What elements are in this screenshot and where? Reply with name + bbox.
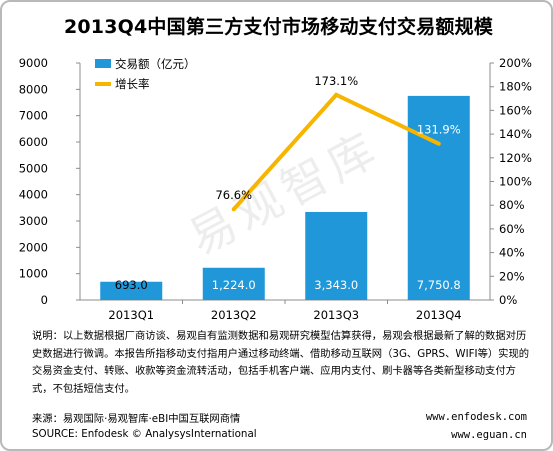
y-right-tick-label: 60%	[499, 222, 525, 236]
growth-rate-point	[436, 141, 441, 146]
y-right-tick-label: 140%	[499, 127, 532, 141]
y-right-tick-label: 40%	[499, 246, 525, 260]
bar-2013Q1	[100, 281, 163, 300]
legend-bar-swatch	[95, 59, 111, 68]
bar-2013Q4	[407, 95, 470, 300]
bar-2013Q2	[202, 267, 265, 300]
y-right-tick-label: 200%	[499, 56, 532, 70]
y-right-tick-label: 20%	[499, 269, 525, 283]
growth-rate-point	[231, 207, 236, 212]
y-left-tick-label: 6000	[19, 135, 48, 149]
growth-rate-label: 173.1%	[314, 74, 358, 88]
website-eguan: www.eguan.cn	[451, 429, 527, 441]
y-left-tick-label: 8000	[19, 82, 48, 96]
growth-rate-label: 131.9%	[417, 123, 461, 137]
bar-value-label: 3,343.0	[314, 278, 358, 292]
y-right-tick-label: 160%	[499, 103, 532, 117]
y-left-tick-label: 0	[41, 293, 48, 307]
y-left-tick-label: 9000	[19, 56, 48, 70]
source-english: SOURCE: Enfodesk © AnalysysInternational	[32, 428, 257, 440]
y-left-tick-label: 3000	[19, 214, 48, 228]
legend-bar-label: 交易额（亿元）	[115, 57, 196, 71]
bar-2013Q3	[305, 211, 368, 300]
y-left-tick-label: 1000	[19, 267, 48, 281]
y-left-tick-label: 5000	[19, 161, 48, 175]
y-left-tick-label: 7000	[19, 109, 48, 123]
y-left-tick-label: 4000	[19, 188, 48, 202]
growth-rate-point	[334, 92, 339, 97]
bar-value-label: 7,750.8	[417, 278, 461, 292]
chart-title: 2013Q4中国第三方支付市场移动支付交易额规模	[63, 16, 494, 38]
website-enfodesk: www.enfodesk.com	[425, 411, 527, 423]
y-left-tick-label: 2000	[19, 240, 48, 254]
source-chinese: 来源：易观国际·易观智库·eBI中国互联网商情	[32, 413, 241, 425]
chart-note: 说明：以上数据根据厂商访谈、易观自有监测数据和易观研究模型估算获得，易观会根据最…	[32, 330, 530, 395]
growth-rate-label: 76.6%	[215, 188, 252, 202]
y-right-tick-label: 180%	[499, 80, 532, 94]
y-right-tick-label: 120%	[499, 151, 532, 165]
y-right-tick-label: 100%	[499, 175, 532, 189]
legend-line-label: 增长率	[115, 77, 150, 91]
y-right-tick-label: 80%	[499, 198, 525, 212]
x-tick-label: 2013Q1	[108, 308, 154, 322]
y-right-tick-label: 0%	[499, 293, 517, 307]
x-tick-label: 2013Q3	[313, 308, 359, 322]
x-tick-label: 2013Q2	[211, 308, 257, 322]
x-tick-label: 2013Q4	[416, 308, 462, 322]
bar-value-label: 693.0	[115, 278, 148, 292]
bar-value-label: 1,224.0	[212, 278, 256, 292]
